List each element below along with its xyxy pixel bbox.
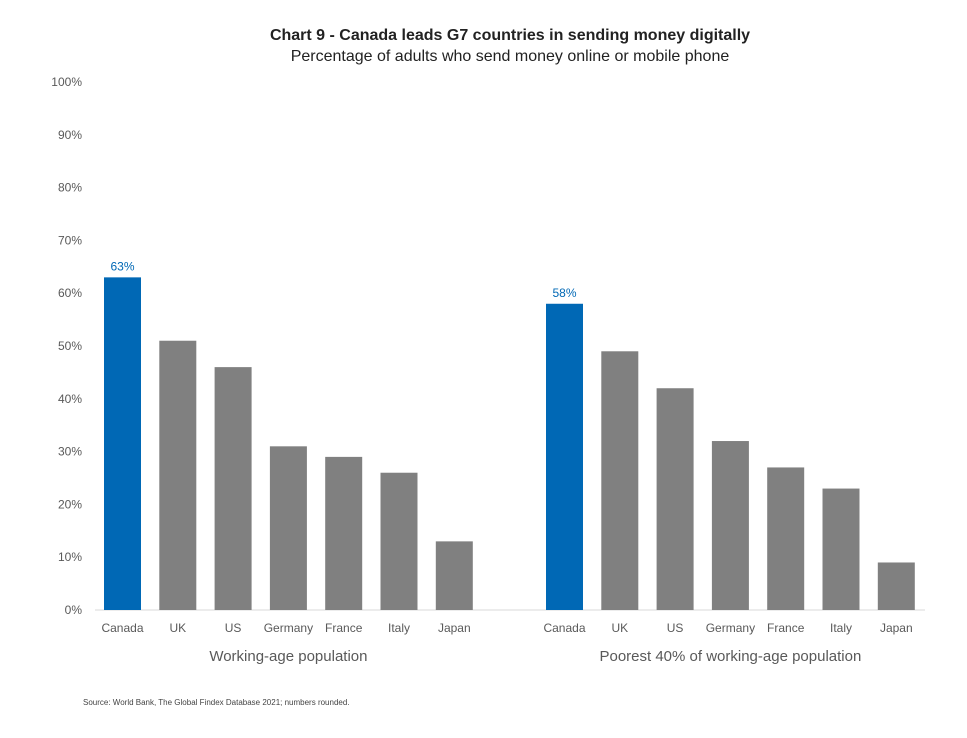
y-tick-label: 10% (58, 550, 82, 564)
group-label: Poorest 40% of working-age population (599, 648, 861, 665)
x-tick-label: US (225, 621, 242, 635)
bar-us (656, 388, 694, 610)
bar-japan (877, 562, 915, 610)
bar-canada (546, 303, 583, 610)
x-tick-label: Germany (706, 621, 755, 635)
group-label: Working-age population (209, 648, 367, 665)
bar-italy (380, 472, 418, 610)
bar-us (214, 367, 252, 610)
x-tick-label: Germany (264, 621, 313, 635)
bar-france (325, 456, 363, 610)
y-tick-label: 100% (51, 75, 82, 89)
x-tick-label: Canada (101, 621, 143, 635)
y-tick-label: 20% (58, 497, 82, 511)
bar-uk (159, 340, 197, 610)
bar-italy (822, 488, 860, 610)
x-tick-label: Italy (830, 621, 852, 635)
y-tick-label: 0% (65, 603, 83, 617)
x-tick-label: Canada (543, 621, 585, 635)
x-tick-label: France (767, 621, 805, 635)
x-tick-label: Japan (880, 621, 913, 635)
y-tick-label: 40% (58, 392, 82, 406)
bar-germany (711, 441, 749, 610)
x-tick-label: Italy (388, 621, 410, 635)
y-tick-label: 60% (58, 286, 82, 300)
x-tick-label: UK (611, 621, 628, 635)
y-tick-label: 70% (58, 233, 82, 247)
data-label: 63% (110, 259, 134, 273)
x-tick-label: Japan (438, 621, 471, 635)
bar-japan (435, 541, 473, 610)
bar-canada (104, 277, 141, 610)
source-note: Source: World Bank, The Global Findex Da… (83, 698, 350, 707)
bar-germany (269, 446, 307, 610)
chart-title: Chart 9 - Canada leads G7 countries in s… (269, 27, 751, 44)
bar-uk (601, 351, 639, 610)
bar-france (767, 467, 805, 610)
x-tick-label: US (667, 621, 684, 635)
x-tick-label: France (325, 621, 363, 635)
y-tick-label: 50% (58, 339, 82, 353)
x-tick-label: UK (169, 621, 186, 635)
data-label: 58% (552, 286, 576, 300)
y-tick-label: 80% (58, 181, 82, 195)
y-tick-label: 30% (58, 445, 82, 459)
chart-subtitle: Percentage of adults who send money onli… (290, 48, 730, 65)
y-tick-label: 90% (58, 128, 82, 142)
